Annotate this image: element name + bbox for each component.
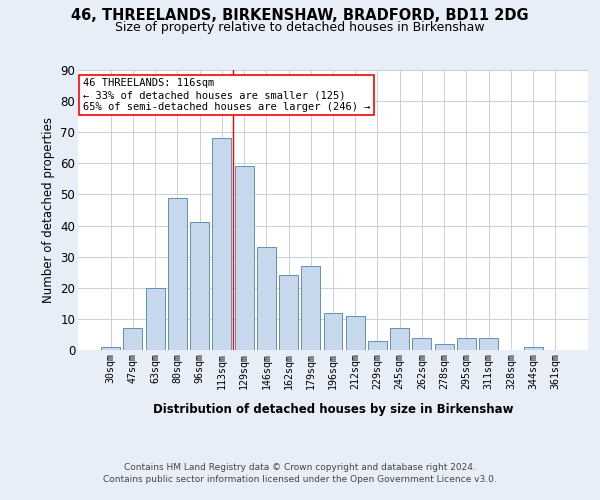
Bar	[479, 338, 498, 350]
Bar	[146, 288, 164, 350]
Bar	[257, 248, 276, 350]
Bar	[235, 166, 254, 350]
Text: Size of property relative to detached houses in Birkenshaw: Size of property relative to detached ho…	[115, 21, 485, 34]
Bar	[368, 340, 387, 350]
Bar	[168, 198, 187, 350]
Bar	[301, 266, 320, 350]
Bar	[190, 222, 209, 350]
Text: Distribution of detached houses by size in Birkenshaw: Distribution of detached houses by size …	[153, 402, 513, 415]
Bar	[412, 338, 431, 350]
Text: Contains public sector information licensed under the Open Government Licence v3: Contains public sector information licen…	[103, 475, 497, 484]
Bar	[101, 347, 120, 350]
Bar	[212, 138, 231, 350]
Text: Contains HM Land Registry data © Crown copyright and database right 2024.: Contains HM Land Registry data © Crown c…	[124, 462, 476, 471]
Bar	[435, 344, 454, 350]
Bar	[323, 312, 343, 350]
Bar	[457, 338, 476, 350]
Bar	[390, 328, 409, 350]
Bar	[124, 328, 142, 350]
Bar	[524, 347, 542, 350]
Bar	[279, 276, 298, 350]
Bar	[346, 316, 365, 350]
Text: 46 THREELANDS: 116sqm
← 33% of detached houses are smaller (125)
65% of semi-det: 46 THREELANDS: 116sqm ← 33% of detached …	[83, 78, 371, 112]
Y-axis label: Number of detached properties: Number of detached properties	[42, 117, 55, 303]
Text: 46, THREELANDS, BIRKENSHAW, BRADFORD, BD11 2DG: 46, THREELANDS, BIRKENSHAW, BRADFORD, BD…	[71, 8, 529, 22]
